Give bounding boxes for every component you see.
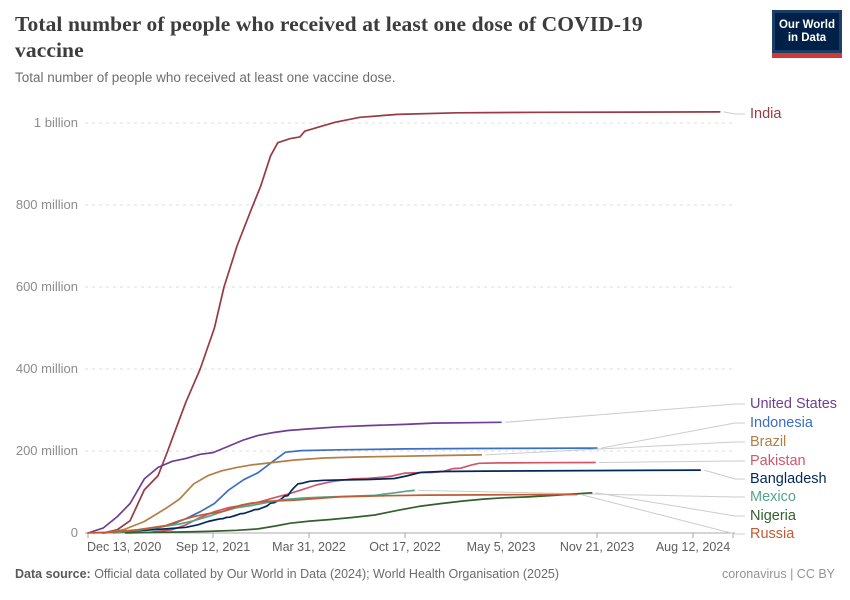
owid-logo-line2: in Data [787, 32, 827, 44]
legend-label-brazil[interactable]: Brazil [750, 434, 787, 450]
owid-logo-red-bar [772, 53, 842, 58]
x-axis-label-may-5-2023: May 5, 2023 [466, 540, 536, 554]
legend-connector-pakistan [599, 460, 745, 463]
legend-connector-bangladesh [704, 469, 745, 480]
owid-logo-line1: Our World [778, 19, 835, 31]
data-source-text: Official data collated by Our World in D… [90, 567, 560, 581]
series-line-india[interactable] [102, 111, 721, 534]
x-axis-label-aug-12-2024: Aug 12, 2024 [655, 540, 731, 554]
legend-connector-mexico [418, 489, 745, 498]
legend-connector-indonesia [600, 422, 745, 449]
legend-connector-russia [580, 494, 745, 535]
legend-label-pakistan[interactable]: Pakistan [750, 453, 806, 469]
data-source-note: Data source: Official data collated by O… [15, 567, 559, 581]
y-axis-label-800-million: 800 million [15, 197, 78, 212]
legend-connector-nigeria [595, 492, 745, 517]
series-line-russia[interactable] [88, 493, 578, 534]
x-axis-label-mar-31-2022: Mar 31, 2022 [272, 540, 346, 554]
legend-label-bangladesh[interactable]: Bangladesh [750, 471, 827, 487]
legend-label-india[interactable]: India [750, 106, 782, 122]
chart-footer: Data source: Official data collated by O… [15, 567, 835, 581]
y-axis-label-600-million: 600 million [15, 279, 78, 294]
y-axis-label-1-billion: 1 billion [33, 115, 78, 130]
legend-label-mexico[interactable]: Mexico [750, 489, 796, 505]
series-line-bangladesh[interactable] [112, 469, 702, 534]
y-axis-label-0: 0 [70, 525, 78, 540]
chart-subtitle: Total number of people who received at l… [15, 70, 396, 85]
legend-label-united-states[interactable]: United States [750, 396, 838, 412]
x-axis-label-dec-13-2020: Dec 13, 2020 [87, 540, 162, 554]
x-axis-label-oct-17-2022: Oct 17, 2022 [369, 540, 441, 554]
legend-connector-india [723, 111, 745, 115]
legend-connector-united-states [504, 403, 745, 423]
license-note[interactable]: coronavirus | CC BY [721, 567, 835, 581]
y-axis-label-400-million: 400 million [15, 361, 78, 376]
series-line-united-states[interactable] [87, 421, 502, 534]
series-line-nigeria[interactable] [124, 491, 593, 534]
chart-title-line1: Total number of people who received at l… [15, 12, 643, 36]
x-axis-label-sep-12-2021: Sep 12, 2021 [175, 540, 251, 554]
legend-label-indonesia[interactable]: Indonesia [750, 415, 813, 431]
legend-label-nigeria[interactable]: Nigeria [750, 508, 796, 524]
owid-logo[interactable]: Our World in Data [772, 10, 842, 53]
y-axis-label-200-million: 200 million [15, 443, 78, 458]
series-line-brazil[interactable] [103, 454, 483, 534]
chart-title-line2: vaccine [15, 38, 84, 62]
data-source-label: Data source: [15, 567, 91, 581]
x-axis-label-nov-21-2023: Nov 21, 2023 [559, 540, 635, 554]
legend-connector-brazil [485, 441, 745, 456]
legend-label-russia[interactable]: Russia [750, 526, 795, 542]
chart-title: Total number of people who received at l… [15, 11, 755, 63]
